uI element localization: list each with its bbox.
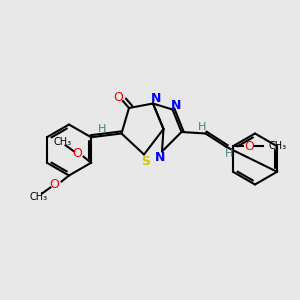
Text: N: N: [171, 99, 181, 112]
Text: O: O: [114, 91, 123, 104]
Text: N: N: [151, 92, 161, 106]
Text: O: O: [49, 178, 59, 191]
Text: O: O: [73, 147, 82, 160]
Text: H: H: [198, 122, 207, 132]
Text: O: O: [244, 140, 254, 153]
Text: H: H: [225, 148, 234, 159]
Text: CH₃: CH₃: [30, 192, 48, 202]
Text: CH₃: CH₃: [53, 137, 72, 147]
Text: S: S: [141, 154, 150, 168]
Text: H: H: [98, 124, 106, 134]
Text: N: N: [155, 151, 166, 164]
Text: CH₃: CH₃: [269, 141, 287, 151]
